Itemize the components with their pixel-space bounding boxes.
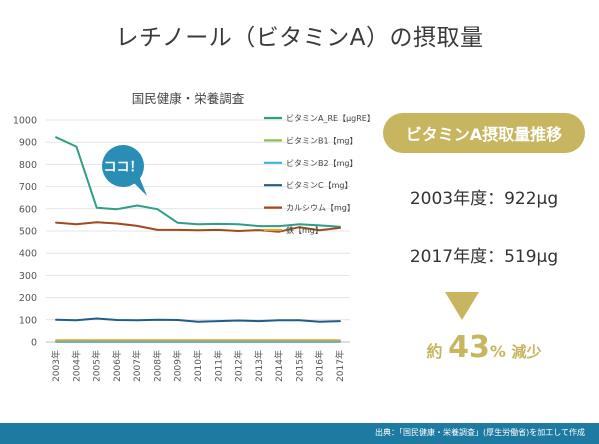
y-axis-ticks: 0 100 200 300 400 500 600 700 800 900 1000 <box>13 116 37 349</box>
chart-series <box>55 136 341 343</box>
series-line-3 <box>55 317 341 323</box>
decrease-value: 43 <box>448 330 490 365</box>
x-tick-label: 2004年 <box>70 350 82 382</box>
footer-bar: 出典：「国民健康・栄養調査」(厚生労働省)を加工して作成 <box>0 423 599 444</box>
legend-item: カルシウム【mg】 <box>264 204 355 213</box>
x-tick-label: 2015年 <box>293 350 305 382</box>
callout-bubble: ココ！ <box>102 145 147 196</box>
legend-item: ビタミンB2【mg】 <box>264 159 357 168</box>
decrease-rate: 約 43% 減少 <box>383 330 585 365</box>
x-tick-label: 2010年 <box>192 350 204 382</box>
chart-legend: ビタミンA_RE【μgRE】ビタミンB1【mg】ビタミンB2【mg】ビタミンC【… <box>264 114 375 235</box>
legend-label: 鉄【mg】 <box>286 225 323 235</box>
decrease-prefix: 約 <box>426 342 443 361</box>
legend-label: ビタミンB1【mg】 <box>286 136 357 145</box>
summary-badge: ビタミンA摂取量推移 <box>383 113 585 153</box>
x-tick-label: 2011年 <box>212 350 224 382</box>
x-tick-label: 2009年 <box>172 350 184 382</box>
y-tick-label: 700 <box>19 182 37 193</box>
x-tick-label: 2006年 <box>111 350 123 382</box>
x-tick-label: 2012年 <box>233 350 245 382</box>
legend-label: ビタミンC【mg】 <box>286 181 352 190</box>
y-tick-label: 600 <box>19 204 37 215</box>
series-line-0 <box>55 136 341 228</box>
chart-gridlines <box>46 119 350 343</box>
y-tick-label: 1000 <box>13 116 37 127</box>
series-line-4 <box>55 221 341 233</box>
decrease-unit: % <box>489 342 506 361</box>
x-tick-label: 2017年 <box>334 350 346 382</box>
legend-item: ビタミンB1【mg】 <box>264 136 357 145</box>
legend-label: カルシウム【mg】 <box>286 204 355 213</box>
x-tick-label: 2003年 <box>50 350 62 382</box>
y-tick-label: 0 <box>31 338 37 349</box>
down-arrow-icon <box>445 292 479 320</box>
y-tick-label: 800 <box>19 160 37 171</box>
x-axis-ticks: 2003年 2004年 2005年 2006年 2007年 2008年 2009年 2010年… <box>50 350 346 382</box>
slide-title: レチノール（ビタミンA）の摂取量 <box>115 25 484 51</box>
y-tick-label: 100 <box>19 315 37 326</box>
x-tick-label: 2014年 <box>273 350 285 382</box>
source-note: 出典：「国民健康・栄養調査」(厚生労働省)を加工して作成 <box>375 428 585 437</box>
legend-item: ビタミンA_RE【μgRE】 <box>264 114 375 123</box>
y-tick-label: 500 <box>19 227 37 238</box>
x-tick-label: 2008年 <box>151 350 163 382</box>
x-tick-label: 2005年 <box>91 350 103 382</box>
decrease-suffix: 減少 <box>511 343 542 361</box>
chart-title: 国民健康・栄養調査 <box>132 91 245 106</box>
legend-item: 鉄【mg】 <box>264 225 323 235</box>
y-tick-label: 200 <box>19 293 37 304</box>
intake-2003: 2003年度：922μg <box>409 189 559 209</box>
legend-label: ビタミンA_RE【μgRE】 <box>286 114 375 123</box>
x-tick-label: 2013年 <box>253 350 265 382</box>
y-tick-label: 900 <box>19 138 37 149</box>
x-tick-label: 2016年 <box>314 350 326 382</box>
legend-label: ビタミンB2【mg】 <box>286 159 357 168</box>
intake-2017: 2017年度：519μg <box>409 247 559 267</box>
y-tick-label: 300 <box>19 271 37 282</box>
x-tick-label: 2007年 <box>131 350 143 382</box>
legend-item: ビタミンC【mg】 <box>264 181 352 190</box>
callout-text: ココ！ <box>103 160 142 175</box>
y-tick-label: 400 <box>19 249 37 260</box>
